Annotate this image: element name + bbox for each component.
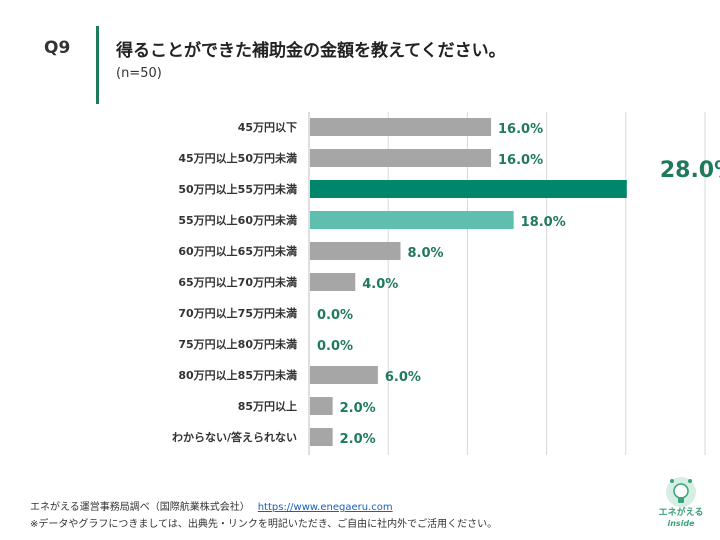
source-link[interactable]: https://www.enegaeru.com bbox=[257, 502, 393, 513]
footer-note: ※データやグラフにつきましては、出典先・リンクを明記いただき、ご自由に社内外でご… bbox=[30, 519, 498, 530]
category-label: 65万円以上70万円未満 bbox=[178, 275, 297, 289]
bar-chart: 45万円以下 16.0% 45万円以上50万円未満 16.0% 50万円以上55万円未満… bbox=[172, 112, 720, 455]
category-label: 45万円以下 bbox=[238, 121, 297, 134]
category-label: 75万円以上80万円未満 bbox=[178, 337, 297, 351]
logo-name: エネがえる bbox=[658, 508, 704, 518]
bar bbox=[310, 366, 378, 384]
lightbulb-icon bbox=[666, 477, 696, 507]
data-label: 2.0% bbox=[340, 401, 376, 416]
page-title: 得ることができた補助金の金額を教えてください。 bbox=[116, 41, 506, 61]
sample-size: (n=50) bbox=[116, 66, 162, 81]
question-number: Q9 bbox=[44, 38, 71, 58]
category-label: 80万円以上85万円未満 bbox=[178, 368, 297, 382]
footer-source: エネがえる運営事務局調べ（国際航業株式会社） https://www.enegae… bbox=[30, 498, 393, 513]
bar bbox=[310, 242, 401, 260]
data-label: 8.0% bbox=[408, 246, 444, 261]
data-label: 28.0% bbox=[660, 158, 720, 183]
category-label: 55万円以上60万円未満 bbox=[178, 213, 297, 227]
category-label: 85万円以上 bbox=[238, 399, 297, 413]
category-label: 50万円以上55万円未満 bbox=[178, 182, 297, 196]
bar bbox=[310, 211, 514, 229]
data-label: 18.0% bbox=[521, 215, 566, 230]
category-label: 45万円以上50万円未満 bbox=[178, 151, 297, 165]
bar bbox=[310, 118, 492, 136]
data-label: 16.0% bbox=[498, 153, 543, 168]
category-label: 70万円以上75万円未満 bbox=[178, 306, 297, 320]
bar bbox=[310, 397, 333, 415]
bar bbox=[310, 273, 356, 291]
category-label: 60万円以上65万円未満 bbox=[178, 244, 297, 258]
bar bbox=[310, 180, 627, 198]
data-label: 6.0% bbox=[385, 370, 421, 385]
data-label: 0.0% bbox=[317, 308, 353, 323]
data-label: 0.0% bbox=[317, 339, 353, 354]
source-text: エネがえる運営事務局調べ（国際航業株式会社） bbox=[30, 502, 250, 513]
data-label: 2.0% bbox=[340, 432, 376, 447]
data-label: 4.0% bbox=[362, 277, 398, 292]
bar bbox=[310, 149, 492, 167]
bar bbox=[310, 428, 333, 446]
logo-sub: inside bbox=[667, 519, 695, 528]
category-label: わからない/答えられない bbox=[172, 430, 297, 444]
header-divider bbox=[96, 26, 99, 104]
enegaeru-logo: エネがえる inside bbox=[650, 472, 712, 534]
data-label: 16.0% bbox=[498, 122, 543, 137]
